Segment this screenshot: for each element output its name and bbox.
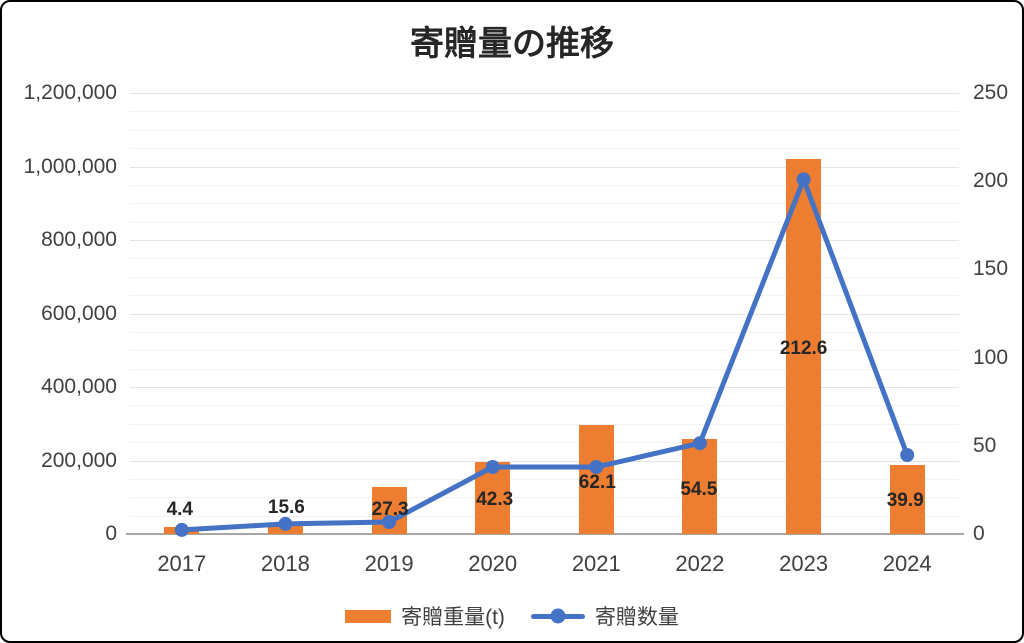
minor-gridline [130, 478, 959, 480]
minor-gridline [130, 442, 959, 444]
major-gridline [130, 93, 959, 94]
x-axis-tick-2021: 2021 [571, 551, 621, 576]
minor-gridline [130, 203, 959, 205]
line-path [179, 176, 910, 533]
x-axis-tick-2017: 2017 [157, 551, 207, 576]
bar-2021 [578, 424, 614, 534]
line-marker-2018 [278, 516, 293, 531]
major-gridline [130, 166, 959, 168]
line-marker-dot-icon [550, 608, 566, 624]
data-label-2017: 4.4 [166, 498, 194, 520]
bar-2023 [786, 159, 822, 534]
chart-title: 寄贈量の推移 [410, 25, 614, 63]
right-axis-tick: 50 [973, 433, 997, 457]
x-axis-tick-2018: 2018 [260, 551, 310, 576]
left-axis-tick: 1,200,000 [23, 81, 117, 104]
x-axis-tick-2020: 2020 [468, 551, 518, 576]
data-label-2022: 54.5 [680, 479, 718, 501]
left-axis-tick: 200,000 [41, 448, 117, 472]
minor-gridline [130, 405, 959, 407]
legend: 寄贈重量(t) 寄贈数量 [2, 601, 1022, 631]
right-axis-tick: 0 [973, 522, 985, 545]
right-axis-tick: 250 [973, 81, 1009, 104]
left-axis-tick: 600,000 [41, 301, 117, 325]
x-axis-tick-2019: 2019 [364, 551, 414, 576]
major-gridline [130, 240, 959, 241]
line-marker-2024 [900, 448, 915, 462]
data-label-2020: 42.3 [476, 489, 514, 510]
minor-gridline [130, 276, 959, 278]
minor-gridline [130, 497, 959, 499]
major-gridline [130, 387, 959, 388]
minor-gridline [130, 331, 959, 333]
data-label-2019: 27.3 [371, 499, 409, 520]
bar-series-swatch [345, 609, 392, 623]
legend-label-weight: 寄贈重量(t) [401, 606, 505, 629]
data-label-2023: 212.6 [779, 338, 828, 360]
right-axis-tick: 100 [973, 345, 1009, 369]
line-marker-2019 [382, 515, 397, 529]
line-marker-2020 [485, 460, 500, 474]
line-marker-2017 [174, 522, 189, 537]
legend-item-count: 寄贈数量 [530, 601, 679, 631]
line-marker-2022 [692, 436, 707, 451]
bar-2024 [889, 464, 925, 534]
minor-gridline [130, 258, 959, 260]
line-marker-2021 [589, 460, 604, 474]
major-gridline [130, 313, 959, 315]
bar-2022 [682, 438, 718, 534]
minor-gridline [130, 295, 959, 297]
left-axis-tick: 0 [105, 522, 117, 545]
right-axis-tick: 150 [973, 257, 1009, 281]
line-series-swatch [530, 608, 585, 624]
x-axis-tick-2024: 2024 [882, 551, 932, 576]
left-axis-tick: 1,000,000 [23, 154, 117, 178]
major-gridline [130, 460, 959, 462]
minor-gridline [130, 368, 959, 370]
minor-gridline [130, 111, 959, 113]
minor-gridline [130, 515, 959, 517]
line-marker-2023 [796, 172, 811, 187]
data-label-2018: 15.6 [267, 496, 305, 518]
minor-gridline [130, 148, 959, 150]
legend-label-count: 寄贈数量 [594, 606, 679, 629]
legend-item-weight: 寄贈重量(t) [345, 601, 505, 631]
minor-gridline [130, 423, 959, 425]
minor-gridline [130, 184, 959, 186]
minor-gridline [130, 129, 959, 131]
minor-gridline [130, 221, 959, 223]
x-axis-tick-2023: 2023 [779, 551, 829, 576]
data-label-2021: 62.1 [578, 472, 616, 493]
x-axis-line [126, 533, 964, 535]
x-axis-tick-2022: 2022 [675, 551, 725, 576]
left-axis-tick: 800,000 [41, 228, 117, 251]
right-axis-tick: 200 [973, 169, 1009, 193]
minor-gridline [130, 350, 959, 352]
data-label-2024: 39.9 [886, 490, 924, 511]
left-axis-tick: 400,000 [41, 375, 117, 398]
